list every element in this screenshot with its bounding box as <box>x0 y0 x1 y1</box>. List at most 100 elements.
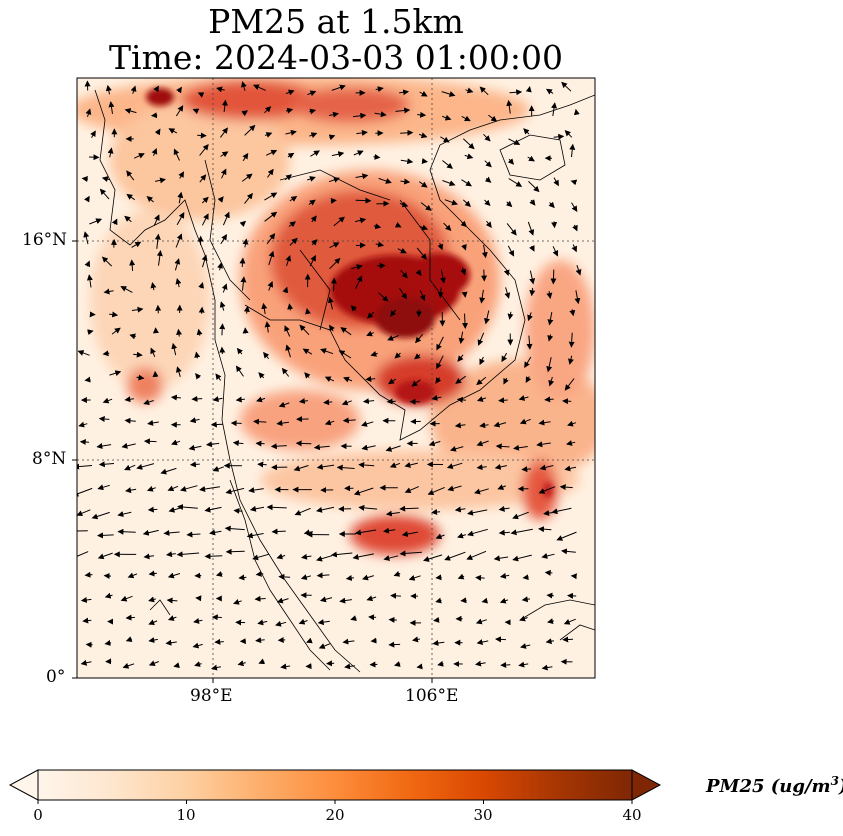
colorbar-tick-label-0: 0 <box>33 806 43 824</box>
pm25-hotspot-cores <box>146 88 553 498</box>
wind-vector-arrow <box>375 86 384 93</box>
wind-vector-arrow <box>199 174 207 183</box>
wind-vector-arrow <box>319 596 333 603</box>
wind-vector-arrow <box>199 144 209 156</box>
wind-vector-arrow <box>383 527 396 534</box>
wind-vector-arrow <box>365 376 376 382</box>
wind-vector-arrow <box>167 615 177 621</box>
wind-vector-arrow <box>499 597 509 604</box>
hotspot-core-north <box>146 88 174 106</box>
wind-vector-arrow <box>298 398 308 404</box>
wind-vector-arrow <box>289 196 298 202</box>
wind-vector-arrow <box>355 197 372 204</box>
wind-vector-arrow <box>204 553 223 560</box>
lat-label-0: 0° <box>46 667 66 687</box>
wind-vector-arrow <box>527 155 535 162</box>
wind-vector-arrow <box>104 592 113 599</box>
wind-vector-arrow <box>571 244 577 253</box>
wind-vector-arrow <box>498 505 510 512</box>
wind-vector-arrow <box>442 114 452 121</box>
wind-vector-arrow <box>306 637 313 644</box>
wind-vector-arrow <box>318 643 331 649</box>
wind-vector-arrow <box>308 199 316 206</box>
wind-vector-arrow <box>493 421 507 428</box>
wind-vector-arrow <box>239 257 246 268</box>
wind-vector-arrow <box>77 487 93 497</box>
wind-vector-arrow <box>257 619 268 626</box>
wind-vector-arrow <box>209 529 222 536</box>
wind-vector-arrow <box>449 445 464 452</box>
wind-vector-arrow <box>148 660 159 666</box>
wind-vector-arrow <box>79 439 90 445</box>
wind-vector-arrow <box>418 132 428 139</box>
wind-vector-arrow <box>102 350 110 357</box>
wind-vector-arrow <box>243 305 250 314</box>
hotspot-core-delta <box>395 380 435 404</box>
wind-vector-arrow <box>421 158 428 164</box>
wind-vector-arrow <box>148 596 156 603</box>
wind-vector-arrow <box>201 196 209 204</box>
wind-vector-arrow <box>353 487 374 496</box>
wind-vector-arrow <box>414 353 421 360</box>
wind-vector-arrow <box>351 264 363 271</box>
wind-vector-arrow <box>400 158 414 165</box>
wind-vector-arrow <box>373 153 381 160</box>
wind-vector-arrow <box>77 350 90 356</box>
wind-vector-arrow <box>256 396 266 403</box>
wind-vector-arrow <box>476 464 487 471</box>
wind-vector-arrow <box>117 511 132 518</box>
wind-vector-arrow <box>427 486 445 496</box>
wind-vector-arrow <box>505 200 513 208</box>
wind-vector-arrow <box>215 373 222 381</box>
wind-vector-arrow <box>475 618 487 625</box>
wind-vector-arrow <box>307 176 316 182</box>
wind-vector-arrow <box>439 269 446 284</box>
wind-vector-arrow <box>341 399 352 406</box>
wind-vector-arrow <box>154 233 161 249</box>
wind-vector-arrow <box>124 464 136 471</box>
wind-vector-arrow <box>84 376 91 383</box>
lon-label-98e: 98°E <box>190 686 233 706</box>
wind-vector-arrow <box>400 269 408 279</box>
wind-vector-arrow <box>217 262 224 271</box>
wind-vector-arrow <box>394 661 401 667</box>
wind-vector-arrow <box>399 89 410 96</box>
wind-vector-arrow <box>528 180 540 193</box>
wind-vector-arrow <box>194 661 202 667</box>
wind-vector-arrow <box>400 129 414 136</box>
lat-label-16n: 16°N <box>22 230 68 250</box>
wind-vector-arrow <box>373 223 382 230</box>
hotspot-core-south <box>375 298 435 338</box>
wind-vector-arrow <box>383 555 399 561</box>
wind-vector-arrow <box>173 662 180 669</box>
wind-vector-arrow <box>317 619 330 626</box>
wind-vector-arrow <box>389 462 401 468</box>
wind-vector-arrow <box>83 231 90 245</box>
wind-vector-arrow <box>509 89 523 96</box>
wind-vector-arrow <box>333 216 345 227</box>
wind-vector-arrow <box>103 288 114 295</box>
wind-vector-arrow <box>212 396 223 403</box>
wind-vector-arrow <box>98 416 110 423</box>
axis-ticks <box>72 240 433 683</box>
wind-vector-arrow <box>352 553 374 560</box>
wind-vector-arrow <box>521 596 531 603</box>
wind-vector-arrow <box>513 444 528 451</box>
wind-vector-arrow <box>564 129 573 138</box>
wind-vector-arrow <box>177 504 198 510</box>
colorbar-extend-max <box>631 769 662 801</box>
wind-vector-arrow <box>330 277 337 292</box>
wind-vector-arrow <box>89 218 103 225</box>
wind-vector-arrow <box>275 620 287 627</box>
wind-vector-arrow <box>466 550 487 560</box>
wind-vector-arrow <box>569 309 576 317</box>
wind-vector-arrow <box>310 150 320 157</box>
wind-vector-arrow <box>362 574 374 581</box>
wind-vector-arrow <box>411 379 421 387</box>
wind-vector-arrow <box>328 134 336 141</box>
wind-vector-arrow <box>150 347 156 358</box>
wind-vector-arrow <box>339 597 352 604</box>
wind-vector-arrow <box>300 574 312 580</box>
wind-vector-arrow <box>386 398 396 405</box>
